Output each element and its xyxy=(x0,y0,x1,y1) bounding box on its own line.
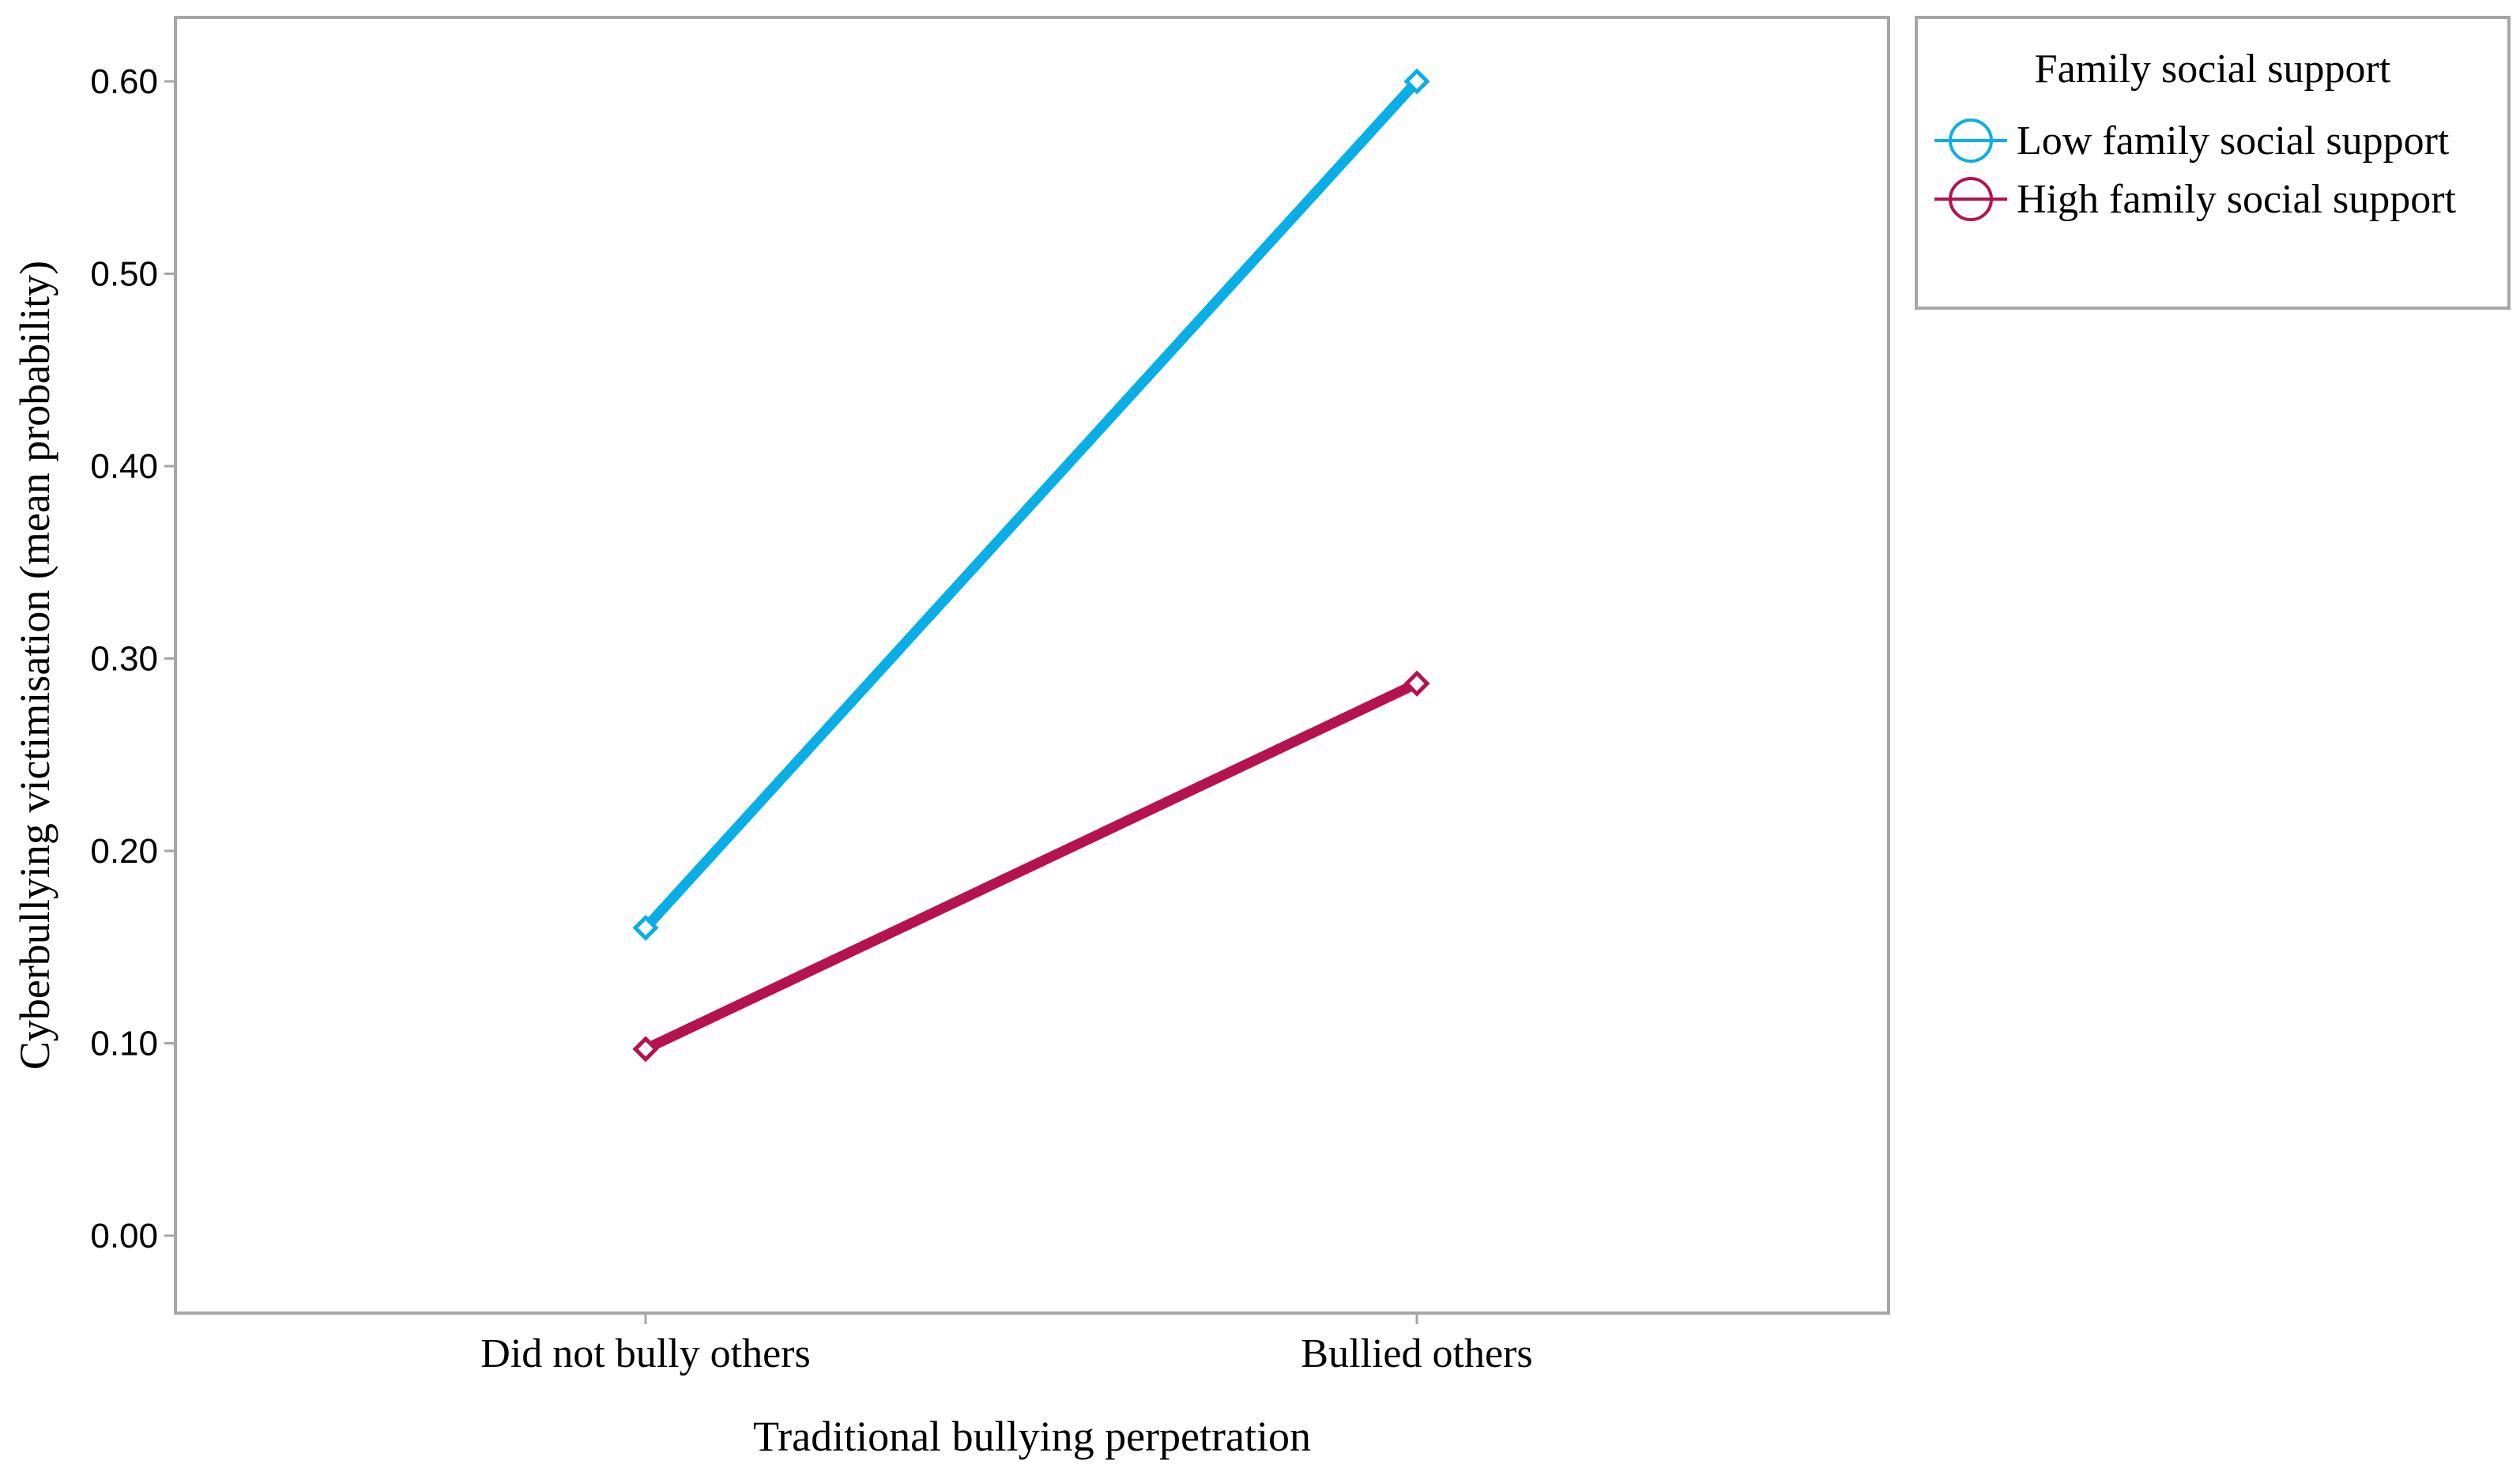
y-tick-label: 0.10 xyxy=(90,1025,158,1063)
legend-label: Low family social support xyxy=(2017,119,2450,164)
data-point-marker xyxy=(632,914,659,941)
legend-items: Low family social support High family soc… xyxy=(1934,119,2457,222)
y-tick-label: 0.30 xyxy=(90,640,158,679)
y-tick-label: 0.60 xyxy=(90,62,158,101)
plot-frame xyxy=(174,16,1890,1315)
x-tick-label: Did not bully others xyxy=(480,1331,810,1376)
data-point-marker xyxy=(632,1036,659,1063)
y-axis-ticks: 0.00 0.10 0.20 0.30 0.40 0.50 0.60 xyxy=(90,62,175,1255)
legend: Family social support Low family social … xyxy=(1915,16,2511,310)
legend-marker-icon xyxy=(1949,177,1993,221)
series-line-high-support xyxy=(640,678,1422,1055)
x-axis-ticks: Did not bully others Bullied others xyxy=(480,1313,1533,1376)
x-tick-label: Bullied others xyxy=(1301,1331,1532,1376)
series-layer xyxy=(632,68,1430,1063)
x-axis-title: Traditional bullying perpetration xyxy=(753,1413,1311,1460)
y-tick-label: 0.00 xyxy=(90,1217,158,1255)
legend-marker-icon xyxy=(1949,119,1993,163)
legend-frame xyxy=(1915,16,2511,310)
y-tick-label: 0.20 xyxy=(90,832,158,871)
y-tick-label: 0.40 xyxy=(90,447,158,486)
y-axis-title: Cyberbullying victimisation (mean probab… xyxy=(11,261,58,1070)
data-point-marker xyxy=(1403,68,1430,95)
series-line-low-support xyxy=(640,76,1422,933)
legend-title: Family social support xyxy=(2035,47,2391,92)
data-point-marker xyxy=(1403,670,1430,697)
legend-label: High family social support xyxy=(2017,177,2457,222)
y-tick-label: 0.50 xyxy=(90,255,158,294)
